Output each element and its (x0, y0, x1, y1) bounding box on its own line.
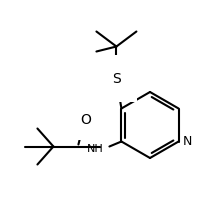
Text: O: O (80, 112, 91, 126)
Text: NH: NH (87, 144, 103, 153)
Text: N: N (183, 135, 192, 148)
Text: S: S (112, 71, 121, 85)
